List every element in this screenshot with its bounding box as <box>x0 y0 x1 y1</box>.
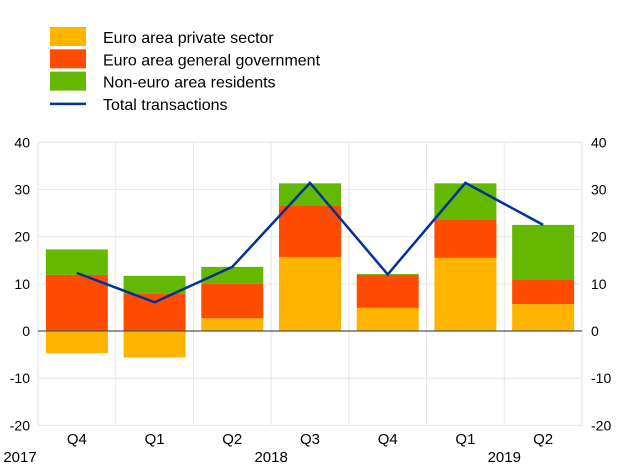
bar-euro-area-private-sector <box>201 318 264 332</box>
bar-non-euro-area-residents <box>45 249 108 275</box>
bar-euro-area-general-government <box>434 219 497 258</box>
bar-euro-area-private-sector <box>512 304 575 332</box>
legend-swatch <box>50 49 86 69</box>
y-tick-right: 40 <box>591 134 607 150</box>
bar-non-euro-area-residents <box>512 224 575 280</box>
legend-label: Total transactions <box>103 97 228 114</box>
legend-label: Non-euro area residents <box>103 75 276 92</box>
bar-euro-area-private-sector <box>123 331 186 358</box>
y-tick-right: -20 <box>591 417 611 433</box>
x-tick-label: Q4 <box>67 431 87 448</box>
y-tick-right: 10 <box>591 276 607 292</box>
y-tick-left: 0 <box>22 323 30 339</box>
bar-euro-area-general-government <box>279 205 341 257</box>
bar-euro-area-general-government <box>201 283 264 319</box>
y-tick-left: 10 <box>14 276 30 292</box>
bar-euro-area-general-government <box>45 274 108 332</box>
bar-euro-area-general-government <box>123 293 186 332</box>
bar-euro-area-private-sector <box>279 256 341 332</box>
legend-label: Euro area general government <box>103 52 321 69</box>
x-tick-label: Q3 <box>300 431 320 448</box>
y-tick-right: -10 <box>591 370 611 386</box>
y-tick-right: 30 <box>591 181 607 197</box>
year-label: 2019 <box>488 449 521 466</box>
bar-euro-area-private-sector <box>434 257 497 332</box>
year-label: 2018 <box>254 449 287 466</box>
x-tick-label: Q1 <box>145 431 165 448</box>
y-tick-right: 0 <box>591 323 599 339</box>
bar-euro-area-private-sector <box>356 307 419 332</box>
bar-non-euro-area-residents <box>279 183 341 206</box>
legend-swatch <box>50 71 86 91</box>
y-tick-left: -10 <box>10 370 30 386</box>
legend-label: Euro area private sector <box>103 30 274 47</box>
y-tick-left: -20 <box>10 417 30 433</box>
bar-non-euro-area-residents <box>434 183 497 220</box>
y-tick-right: 20 <box>591 229 607 245</box>
y-tick-left: 40 <box>14 134 30 150</box>
x-tick-label: Q2 <box>222 431 242 448</box>
x-tick-label: Q4 <box>378 431 398 448</box>
bar-euro-area-general-government <box>356 274 419 308</box>
y-tick-left: 20 <box>14 229 30 245</box>
bar-euro-area-private-sector <box>45 331 108 354</box>
x-tick-label: Q2 <box>533 431 553 448</box>
legend-swatch <box>50 27 86 46</box>
bar-euro-area-general-government <box>512 279 575 305</box>
bar-non-euro-area-residents <box>123 275 186 294</box>
y-tick-left: 30 <box>14 181 30 197</box>
x-tick-label: Q1 <box>455 431 475 448</box>
year-label: 2017 <box>3 449 36 466</box>
bar-non-euro-area-residents <box>201 266 264 284</box>
